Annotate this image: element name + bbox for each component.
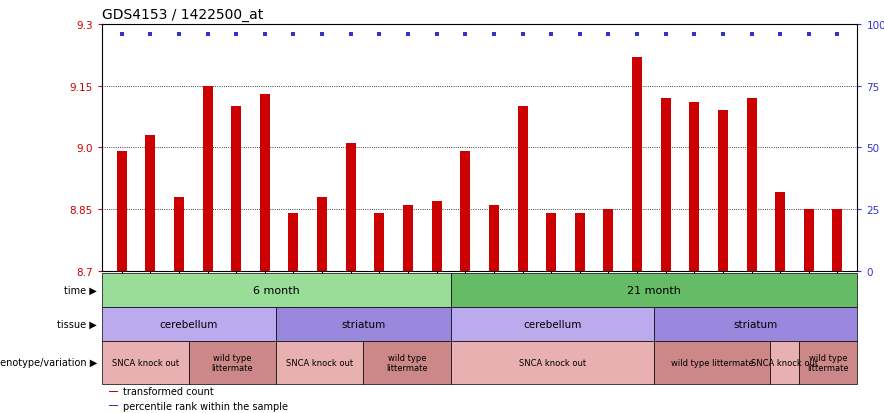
Bar	[718, 111, 728, 271]
Bar	[690, 103, 699, 271]
Text: time ▶: time ▶	[65, 285, 97, 295]
Bar	[431, 201, 442, 271]
Bar	[189, 341, 276, 384]
Text: SNCA knock out: SNCA knock out	[286, 358, 354, 367]
Text: transformed count: transformed count	[123, 386, 214, 396]
Text: wild type
littermate: wild type littermate	[211, 353, 254, 372]
Bar	[202, 86, 212, 271]
Bar	[145, 135, 156, 271]
Bar	[654, 341, 770, 384]
Bar	[770, 341, 799, 384]
Bar	[276, 341, 363, 384]
Bar	[288, 214, 299, 271]
Text: genotype/variation ▶: genotype/variation ▶	[0, 357, 97, 368]
Text: tissue ▶: tissue ▶	[57, 319, 97, 329]
Text: striatum: striatum	[341, 319, 385, 329]
Text: wild type
littermate: wild type littermate	[386, 353, 428, 372]
Text: percentile rank within the sample: percentile rank within the sample	[123, 401, 288, 411]
Bar	[575, 214, 585, 271]
Bar	[317, 197, 327, 271]
Bar	[517, 107, 528, 271]
Text: wild type
littermate: wild type littermate	[808, 353, 850, 372]
Bar	[110, 405, 118, 406]
Bar	[117, 152, 126, 271]
Bar	[489, 205, 499, 271]
Bar	[632, 57, 642, 271]
Bar	[604, 209, 613, 271]
Bar	[451, 341, 654, 384]
Bar	[374, 214, 385, 271]
Bar	[110, 391, 118, 392]
Text: striatum: striatum	[734, 319, 778, 329]
Bar	[660, 99, 671, 271]
Text: 21 month: 21 month	[627, 285, 681, 295]
Bar	[799, 341, 857, 384]
Bar	[747, 99, 757, 271]
Text: cerebellum: cerebellum	[160, 319, 218, 329]
Bar	[102, 341, 189, 384]
Bar	[451, 307, 654, 341]
Bar	[174, 197, 184, 271]
Text: SNCA knock out: SNCA knock out	[111, 358, 179, 367]
Bar	[260, 95, 270, 271]
Bar	[833, 209, 842, 271]
Bar	[276, 307, 451, 341]
Bar	[804, 209, 814, 271]
Bar	[363, 341, 451, 384]
Bar	[451, 273, 857, 307]
Text: GDS4153 / 1422500_at: GDS4153 / 1422500_at	[102, 8, 263, 22]
Bar	[346, 144, 355, 271]
Text: cerebellum: cerebellum	[523, 319, 582, 329]
Bar	[232, 107, 241, 271]
Text: SNCA knock out: SNCA knock out	[751, 358, 819, 367]
Text: 6 month: 6 month	[253, 285, 300, 295]
Bar	[461, 152, 470, 271]
Bar	[102, 307, 276, 341]
Bar	[654, 307, 857, 341]
Text: SNCA knock out: SNCA knock out	[519, 358, 586, 367]
Bar	[546, 214, 556, 271]
Text: wild type littermate: wild type littermate	[671, 358, 753, 367]
Bar	[775, 193, 785, 271]
Bar	[102, 273, 451, 307]
Bar	[403, 205, 413, 271]
